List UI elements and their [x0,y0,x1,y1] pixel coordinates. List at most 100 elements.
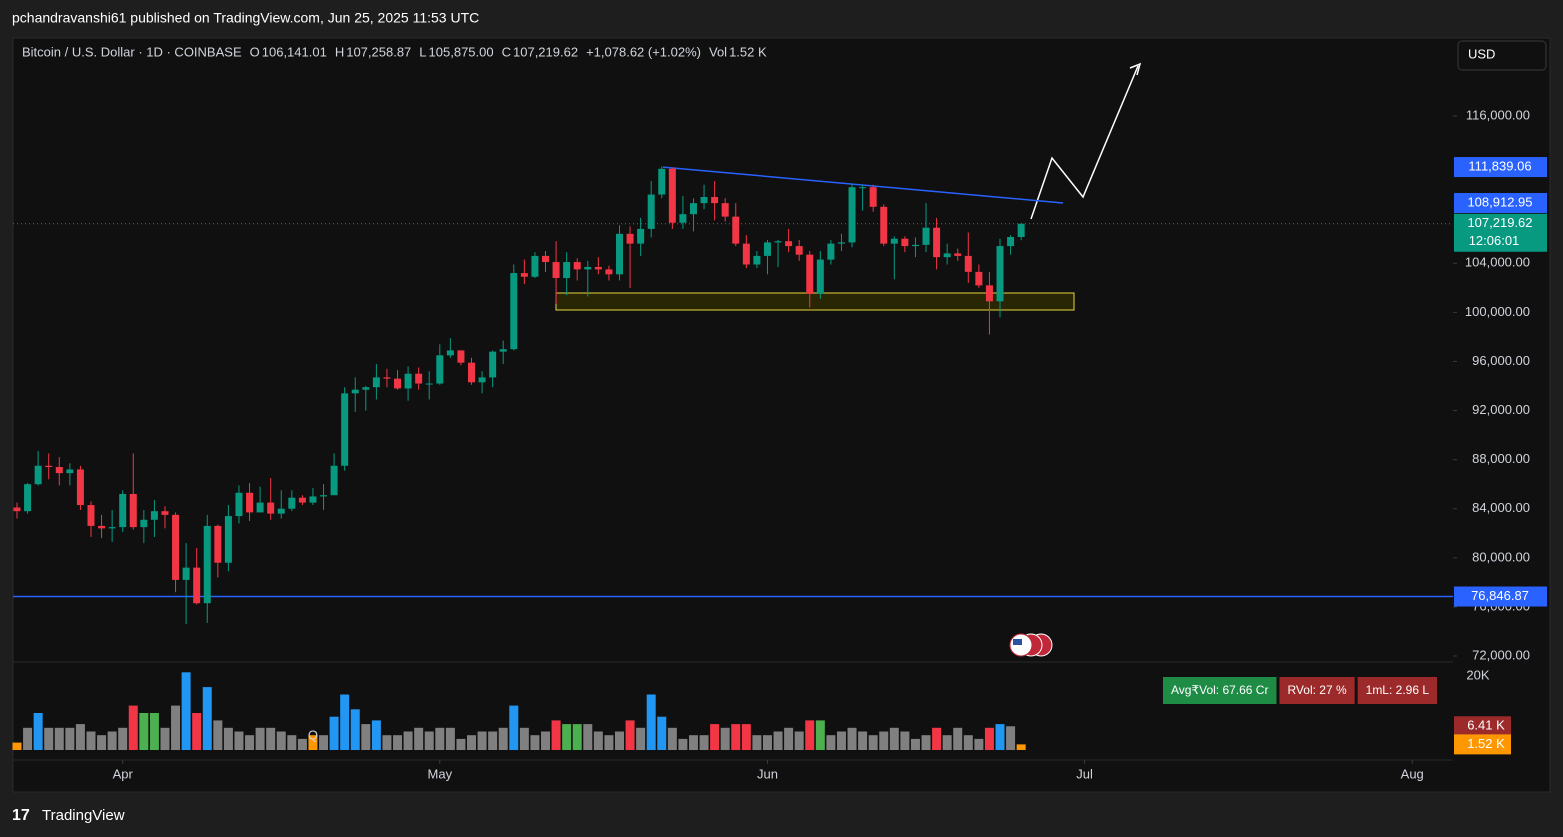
candle-body [98,525,106,529]
volume-bar [361,724,371,750]
candle-body [859,187,867,189]
candle-body [330,465,338,496]
volume-bar [953,727,963,750]
candle-body [985,285,993,302]
volume-bar [984,727,994,750]
horizontal-line-label: 76,846.87 [1471,588,1529,603]
x-tick-label: May [428,766,453,781]
volume-bar [910,738,920,750]
arrow-head [1129,62,1142,76]
volume-bar [86,731,96,750]
volume-bar [308,735,318,750]
candle-body [711,197,719,204]
volume-bar [974,738,984,750]
volume-bar [636,727,646,750]
x-tick-label: Jul [1076,766,1093,781]
volume-bar [75,724,85,750]
volume-bar [245,735,255,750]
badge-box [1163,677,1277,704]
candle-body [763,242,771,256]
candle-body [1017,223,1025,237]
volume-bar [424,731,434,750]
volume-badge: RVol: 27 % [1279,677,1355,704]
volume-bar [551,720,561,750]
candle-body [647,194,655,229]
badge-box [1357,677,1438,704]
trendline-label: 108,912.95 [1467,194,1532,209]
candle-body [394,378,402,389]
badge-text: Avg₹Vol: 67.66 Cr [1171,683,1268,697]
volume-bar [33,713,43,750]
volume-value-label: 1.52 K [1467,736,1505,751]
ohlc-key: C [502,44,511,59]
volume-bar [836,731,846,750]
candle-body [742,243,750,265]
candle-body [415,373,423,384]
ohlc-key: H [335,44,344,59]
volume-bar [350,709,360,750]
volume-bar [371,720,381,750]
volume-bar [65,727,75,750]
volume-bar [879,731,889,750]
volume-bar [762,735,772,750]
volume-bar [287,735,297,750]
volume-bar [23,727,33,750]
volume-bar [752,735,762,750]
volume-bar [477,731,487,750]
candle-body [66,469,74,474]
volume-bar [815,720,825,750]
volume-bar [128,705,138,750]
volume-bar [329,716,339,750]
candle-body [193,567,201,604]
volume-bar [403,731,413,750]
badge-text: RVol: 27 % [1287,683,1346,697]
chart-panel [12,37,1551,793]
y-tick-label: 80,000.00 [1472,549,1530,564]
candle-body [753,255,761,265]
y-tick-label: 72,000.00 [1472,647,1530,662]
candle-body [499,349,507,352]
candle-body [267,502,275,514]
volume-bar [614,731,624,750]
y-tick-label: 116,000.00 [1466,107,1530,122]
trendline-label-box [1454,157,1547,178]
volume-bar [868,735,878,750]
candle-body [933,227,941,258]
volume-bar [509,705,519,750]
candle-body [848,187,856,243]
candle-body [341,393,349,466]
candle-body [24,484,32,512]
candle-body [785,241,793,247]
candle-body [584,266,592,270]
volume-bar [826,735,836,750]
volume-bar [414,727,424,750]
volume-bar [234,731,244,750]
candle-body [964,255,972,272]
volume-value-label: 6.41 K [1467,718,1505,733]
candle-body [668,168,676,223]
candle-body [404,373,412,389]
candle-body [256,502,264,513]
candle-body [615,233,623,275]
candle-body [563,262,571,278]
event-flags [1009,633,1053,657]
candle-body [732,216,740,244]
volume-bar [688,735,698,750]
candle-body [795,246,803,255]
candle-body [150,511,158,520]
candle-body [520,273,528,277]
candle-body [383,377,391,379]
candle-body [922,227,930,245]
volume-bar [932,727,942,750]
candle-body [320,495,328,497]
volume-bar [340,694,350,750]
candle-body [277,508,285,514]
currency-button[interactable] [1457,40,1547,71]
flag-canton [1013,639,1022,645]
candle-body [87,505,95,526]
candle-body [721,203,729,217]
candle-body [700,197,708,204]
y-tick-label: 92,000.00 [1472,402,1530,417]
candle-body [594,266,602,270]
candle-body [637,228,645,244]
